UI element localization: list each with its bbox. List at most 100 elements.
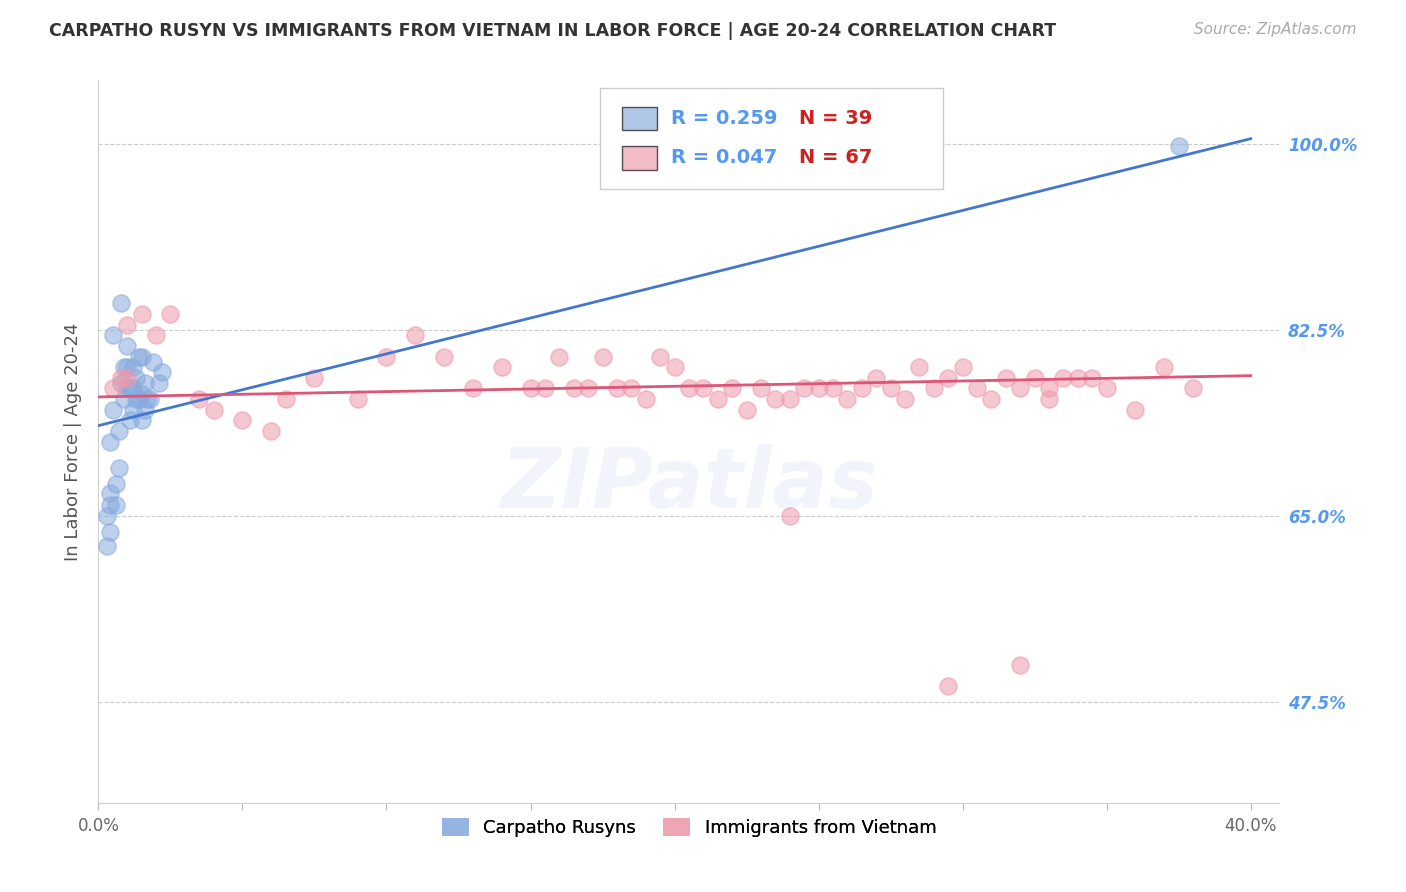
Point <box>96 508 118 523</box>
Point <box>101 381 124 395</box>
Point <box>142 355 165 369</box>
Point <box>131 350 153 364</box>
Point <box>1052 371 1074 385</box>
Point <box>1038 381 1060 395</box>
Point <box>375 350 398 364</box>
Point <box>115 360 138 375</box>
Point <box>120 413 142 427</box>
Point <box>1125 402 1147 417</box>
Point <box>128 350 150 364</box>
Point <box>1153 360 1175 375</box>
Text: N = 39: N = 39 <box>799 109 872 128</box>
Point <box>721 381 744 395</box>
Point <box>122 402 145 417</box>
Point <box>188 392 211 406</box>
Point <box>1095 381 1118 395</box>
Point <box>98 498 121 512</box>
Point <box>1024 371 1046 385</box>
Point <box>231 413 253 427</box>
Point <box>125 392 148 406</box>
Point <box>404 328 426 343</box>
Text: N = 67: N = 67 <box>799 148 872 167</box>
Point <box>122 381 145 395</box>
Point <box>98 434 121 449</box>
Point <box>606 381 628 395</box>
Point <box>96 539 118 553</box>
Point <box>131 386 153 401</box>
FancyBboxPatch shape <box>600 87 943 189</box>
Text: CARPATHO RUSYN VS IMMIGRANTS FROM VIETNAM IN LABOR FORCE | AGE 20-24 CORRELATION: CARPATHO RUSYN VS IMMIGRANTS FROM VIETNA… <box>49 22 1056 40</box>
Point <box>136 392 159 406</box>
Point <box>159 307 181 321</box>
Point <box>779 392 801 406</box>
Point <box>260 424 283 438</box>
Point <box>1067 371 1090 385</box>
Point <box>894 392 917 406</box>
Point <box>678 381 700 395</box>
Point <box>107 424 129 438</box>
Point <box>994 371 1017 385</box>
Point <box>110 296 132 310</box>
Point <box>548 350 571 364</box>
FancyBboxPatch shape <box>621 107 657 130</box>
Point <box>98 485 121 500</box>
Point <box>1167 139 1189 153</box>
Point <box>634 392 657 406</box>
Point <box>936 371 959 385</box>
Point <box>865 371 887 385</box>
Point <box>576 381 599 395</box>
Point <box>115 371 138 385</box>
Point <box>134 376 156 390</box>
Point <box>101 402 124 417</box>
Point <box>952 360 974 375</box>
Point <box>837 392 859 406</box>
Point <box>1081 371 1104 385</box>
Point <box>346 392 368 406</box>
Point <box>304 371 326 385</box>
Point <box>1038 392 1060 406</box>
Point <box>150 366 173 380</box>
Point <box>706 392 728 406</box>
Point <box>115 381 138 395</box>
Point <box>131 413 153 427</box>
Point <box>134 402 156 417</box>
Point <box>110 376 132 390</box>
Point <box>145 328 167 343</box>
Point <box>202 402 225 417</box>
FancyBboxPatch shape <box>621 145 657 169</box>
Point <box>851 381 873 395</box>
Point <box>793 381 815 395</box>
Point <box>534 381 557 395</box>
Point <box>148 376 170 390</box>
Point <box>664 360 686 375</box>
Point <box>966 381 988 395</box>
Point <box>131 307 153 321</box>
Point <box>112 392 135 406</box>
Point <box>125 371 148 385</box>
Point <box>139 392 162 406</box>
Point <box>821 381 844 395</box>
Point <box>115 318 138 332</box>
Point <box>104 477 127 491</box>
Point <box>1182 381 1205 395</box>
Point <box>1010 381 1032 395</box>
Point <box>122 360 145 375</box>
Point <box>107 461 129 475</box>
Point <box>491 360 513 375</box>
Point <box>592 350 614 364</box>
Point <box>620 381 643 395</box>
Text: ZIPatlas: ZIPatlas <box>501 444 877 525</box>
Point <box>98 524 121 539</box>
Point <box>936 679 959 693</box>
Point <box>749 381 772 395</box>
Point <box>807 381 830 395</box>
Text: R = 0.259: R = 0.259 <box>671 109 778 128</box>
Point <box>692 381 714 395</box>
Point <box>763 392 786 406</box>
Point <box>650 350 672 364</box>
Point <box>433 350 456 364</box>
Point <box>879 381 901 395</box>
Legend: Carpatho Rusyns, Immigrants from Vietnam: Carpatho Rusyns, Immigrants from Vietnam <box>434 811 943 845</box>
Point <box>735 402 758 417</box>
Point <box>128 392 150 406</box>
